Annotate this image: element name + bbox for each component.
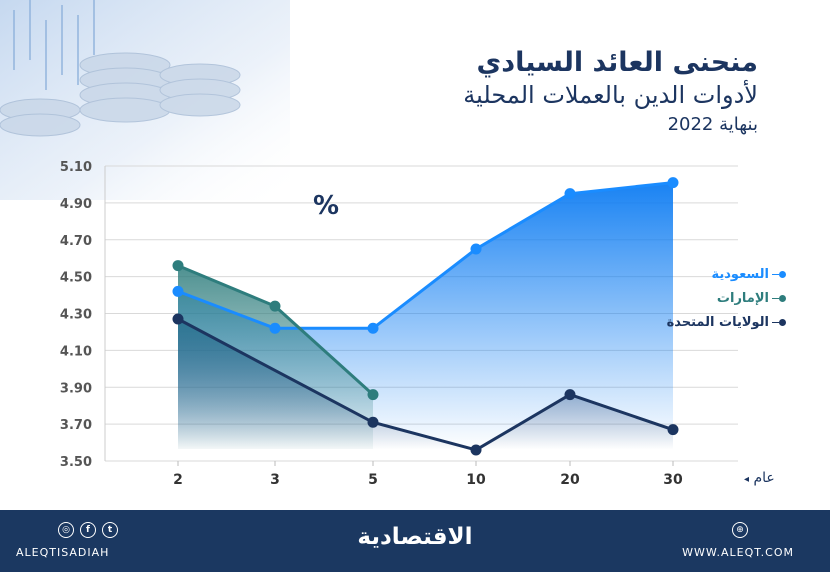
footer-bar: ◎ f t ALEQTISADIAH الاقتصادية ⊕ WWW.ALEQ… [0,510,830,572]
website-link[interactable]: WWW.ALEQT.COM [682,546,794,559]
legend-marker-icon [772,318,786,326]
legend-marker-icon [772,270,786,278]
point-saudi [667,177,679,189]
x-tick-label: 10 [466,472,486,488]
point-saudi [470,243,482,255]
social-handle[interactable]: ALEQTISADIAH [16,546,110,559]
y-tick-label: 5.10 [60,160,92,175]
yield-curve-chart: 5.10 4.90 4.70 4.50 4.30 4.10 3.90 3.70 3.50 2 3 5… [60,160,738,488]
social-icons: ◎ f t [58,522,118,538]
point-usa [367,416,379,428]
legend-item-saudi: السعودية [667,262,786,286]
brand-logo: الاقتصادية [357,524,473,550]
y-tick-label: 3.70 [60,418,92,433]
globe-icon[interactable]: ⊕ [732,522,748,538]
point-usa [667,424,679,436]
legend: السعودية الإمارات الولايات المتحدة [667,262,786,334]
point-saudi [172,285,184,297]
twitter-icon[interactable]: t [102,522,118,538]
y-tick-label: 3.90 [60,381,92,396]
y-tick-label: 4.10 [60,344,92,359]
y-tick-label: 4.70 [60,234,92,249]
title-block: منحنى العائد السيادي لأدوات الدين بالعمل… [463,46,758,140]
y-tick-label: 4.50 [60,271,92,286]
legend-label: الولايات المتحدة [666,314,769,330]
point-usa [564,389,576,401]
y-tick-label: 4.90 [60,197,92,212]
x-axis-unit-label: عام [753,470,775,486]
x-tick-label: 30 [663,472,683,488]
point-saudi [367,322,379,334]
point-uae [367,389,379,401]
point-uae [172,260,184,272]
legend-marker-icon [772,294,786,302]
point-uae [269,300,281,312]
point-usa [172,313,184,325]
arrow-left-icon: ◂ [744,474,750,485]
legend-label: الإمارات [716,290,769,306]
x-axis-unit: عام ◂ [744,470,775,486]
x-tick-label: 3 [270,472,280,488]
y-tick-label: 4.30 [60,308,92,323]
chart-subtitle: لأدوات الدين بالعملات المحلية [463,81,758,109]
x-tick-label: 2 [173,472,183,488]
y-tick-label: 3.50 [60,455,92,470]
facebook-icon[interactable]: f [80,522,96,538]
legend-item-usa: الولايات المتحدة [667,310,786,334]
point-saudi [269,322,281,334]
unit-label: % [313,191,339,221]
instagram-icon[interactable]: ◎ [58,522,74,538]
x-tick-label: 20 [560,472,580,488]
line-saudi [177,181,674,330]
chart-date: بنهاية 2022 [667,114,758,135]
point-saudi [564,188,576,200]
chart-title: منحنى العائد السيادي [476,47,758,78]
legend-label: السعودية [711,266,770,282]
point-usa [470,444,482,456]
decorative-finance-background [0,0,290,200]
legend-item-uae: الإمارات [667,286,786,310]
x-tick-label: 5 [368,472,378,488]
